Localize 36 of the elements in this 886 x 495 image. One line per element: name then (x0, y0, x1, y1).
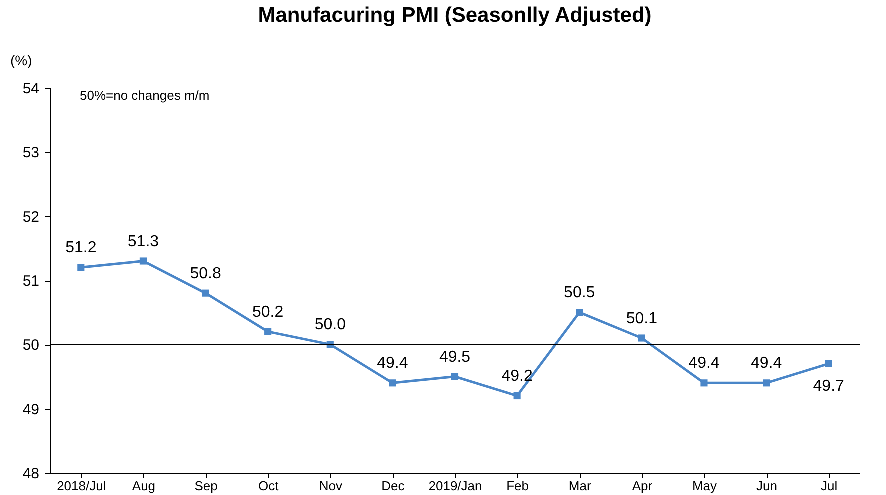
y-tick-label: 51 (22, 273, 40, 290)
y-tick-label: 48 (22, 466, 40, 482)
chart-title: Manufacuring PMI (Seasonlly Adjusted) (258, 4, 652, 27)
x-tick-label: Jun (756, 478, 778, 494)
x-tick-label: Feb (506, 478, 530, 494)
x-tick-label: Aug (132, 478, 156, 494)
y-tick-label: 53 (22, 144, 40, 162)
data-label: 50.5 (564, 284, 596, 302)
x-tick-label: Dec (382, 478, 406, 494)
y-tick-label: 54 (22, 80, 40, 98)
data-label: 49.4 (688, 355, 720, 372)
y-tick-label: 49 (22, 401, 40, 418)
y-tick-label: 50 (22, 337, 40, 354)
y-tick-label: 52 (22, 208, 40, 226)
data-label: 50.2 (252, 304, 284, 321)
x-tick-label: May (692, 478, 718, 494)
data-label: 49.5 (439, 348, 471, 366)
x-tick-label: Oct (258, 478, 280, 494)
x-tick-label: Mar (568, 478, 592, 494)
x-tick-label: Nov (319, 478, 343, 494)
x-tick-label: Jul (821, 478, 838, 494)
data-label: 49.4 (750, 355, 782, 372)
data-label: 49.2 (502, 368, 533, 385)
x-tick-label: Apr (632, 478, 654, 494)
x-tick-label: 2019/Jan (428, 478, 482, 494)
data-label: 50.8 (190, 265, 222, 282)
data-label: 51.2 (66, 240, 97, 257)
data-label: 50.0 (314, 316, 346, 334)
y-axis-title: (%) (10, 52, 32, 68)
data-label: 51.3 (128, 233, 160, 250)
data-label: 50.1 (626, 310, 658, 328)
data-label: 49.4 (377, 355, 408, 372)
data-label: 49.7 (813, 378, 845, 395)
x-tick-label: Sep (194, 478, 218, 494)
x-tick-label: 2018/Jul (57, 478, 106, 494)
annotation: 50%=no changes m/m (80, 88, 210, 103)
